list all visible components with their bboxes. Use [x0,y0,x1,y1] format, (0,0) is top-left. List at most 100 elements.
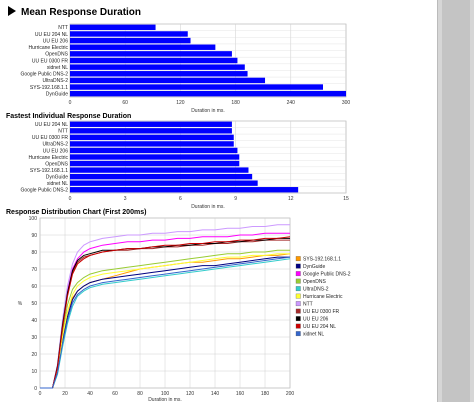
series-line [40,249,290,389]
x-tick-label: 120 [186,391,195,397]
distribution-section-title: Response Distribution Chart (First 200ms… [6,209,146,216]
series-line [40,256,290,389]
y-axis-label: % [18,301,23,307]
legend-label: xidnet NL [303,332,324,338]
bar [70,121,232,127]
category-label: SYS-192.168.1.1 [30,85,68,91]
bar [70,90,346,97]
y-tick-label: 60 [31,284,37,290]
x-tick-label: 3 [124,196,127,202]
category-label: SYS-192.168.1.1 [30,168,68,174]
series-line [40,224,290,389]
y-tick-label: 80 [31,250,37,256]
series-line [40,256,291,389]
legend-label: SYS-192.168.1.1 [303,257,341,263]
legend-swatch [295,316,301,322]
legend-swatch [295,256,301,262]
y-tick-label: 10 [31,369,37,375]
mean-section-heading: Mean Response Duration [8,6,141,18]
category-label: DynGuide [46,91,68,97]
legend-label: Google Public DNS-2 [303,272,351,278]
legend-label: UU EU 206 [303,317,329,323]
mean-section-title: Mean Response Duration [21,7,141,18]
category-label: UU EU 206 [43,148,69,154]
x-tick-label: 0 [69,100,72,106]
x-tick-label: 160 [236,391,245,397]
x-tick-label: 80 [137,391,143,397]
bar [70,154,240,160]
bar [70,147,238,154]
category-label: Google Public DNS-2 [20,188,68,194]
series-line [40,236,291,389]
legend-label: UU EU 204 NL [303,324,336,330]
x-tick-label: 9 [234,196,237,202]
bar [70,84,323,90]
legend-label: OpenDNS [303,279,326,285]
x-axis-label: Duration in ms. [191,108,225,114]
y-tick-label: 40 [31,318,37,324]
legend-swatch [295,271,301,277]
category-label: Hurricane Electric [29,155,69,161]
x-tick-label: 60 [122,100,128,106]
benchmark-report-page: Mean Response Duration 0 60 120 180 240 300 NT… [6,0,438,403]
category-label: xidnet NL [47,181,68,187]
category-label: NTT [58,129,68,135]
scrollbar-thumb[interactable] [442,0,470,402]
category-label: UU EU 204 NL [35,32,68,38]
category-label: OpenDNS [45,52,68,58]
x-tick-label: 20 [62,391,68,397]
y-tick-label: 0 [34,386,37,392]
x-tick-label: 240 [287,100,296,106]
bar [70,141,234,147]
distribution-chart: 0 20 40 60 80 100 120 140 160 180 200 0 10 20 30 40 50 60… [18,216,351,403]
category-label: UltraDNS-2 [42,142,68,148]
legend-swatch [295,323,301,329]
x-axis-label: Duration in ms. [148,397,182,402]
y-tick-label: 50 [31,301,37,307]
x-tick-label: 60 [112,391,118,397]
x-tick-label: 6 [179,196,182,202]
bar [70,51,232,57]
category-label: UU EU 0300 FR [32,58,69,64]
x-tick-label: 200 [286,391,295,397]
category-label: DynGuide [46,174,68,180]
x-tick-label: 15 [343,196,349,202]
bar [70,31,188,37]
x-tick-label: 140 [211,391,220,397]
bar [70,77,266,84]
legend-swatch [295,286,301,292]
legend-label: DynGuide [303,264,325,270]
category-label: NTT [58,25,68,31]
y-tick-label: 70 [31,267,37,273]
collapse-triangle-icon[interactable] [8,6,16,16]
category-label: UltraDNS-2 [42,78,68,84]
x-tick-label: 100 [161,391,170,397]
y-tick-label: 20 [31,352,37,358]
bar [70,160,240,167]
bar [70,128,232,134]
legend-swatch [295,301,301,307]
x-axis-label: Duration in ms. [191,204,225,210]
bar [70,173,253,180]
x-tick-label: 300 [342,100,351,106]
bar [70,180,258,186]
bar [70,37,191,44]
bar [70,57,238,64]
series-line [40,258,291,389]
category-label: OpenDNS [45,161,68,167]
y-tick-label: 30 [31,335,37,341]
legend-label: UU EU 0300 FR [303,309,340,315]
category-label: UU EU 0300 FR [32,135,69,141]
series-line [40,253,290,389]
report-canvas: Mean Response Duration 0 60 120 180 240 300NT… [6,6,351,403]
page-frame [437,0,438,402]
x-tick-label: 180 [231,100,240,106]
x-tick-label: 180 [261,391,270,397]
legend-swatch [295,331,301,337]
bar [70,134,234,141]
category-label: Hurricane Electric [29,45,69,51]
bar [70,167,249,173]
legend-swatch [295,278,301,284]
